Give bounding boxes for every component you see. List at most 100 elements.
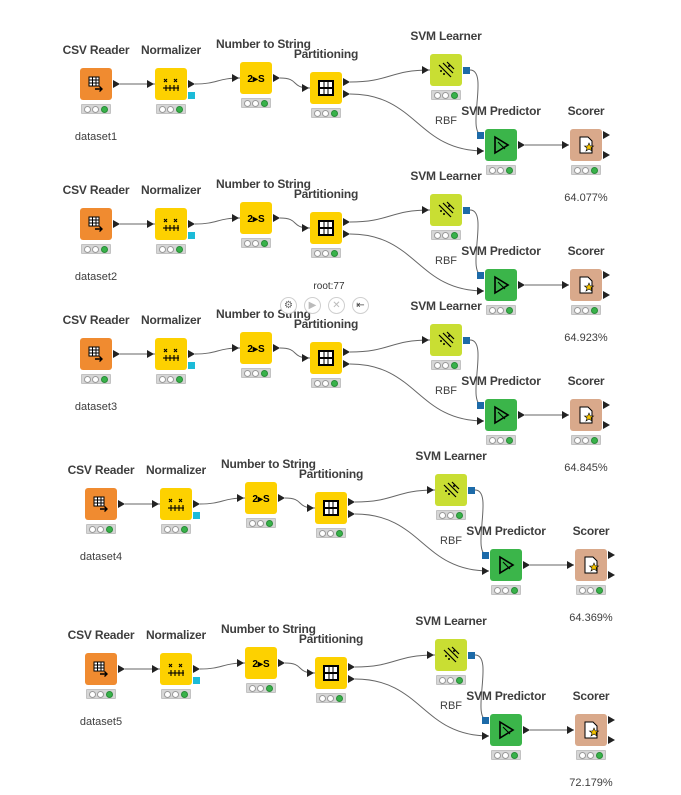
confusion-matrix-out-port[interactable] xyxy=(603,131,610,139)
connection-partitioning-svm-learner[interactable] xyxy=(349,69,431,83)
connection-number-to-string-partitioning[interactable] xyxy=(279,347,311,359)
data-out-port[interactable] xyxy=(273,74,280,82)
csv-reader-node[interactable]: CSV Reader dataset3 xyxy=(63,313,130,413)
model-out-port[interactable] xyxy=(463,67,470,74)
model-in-port[interactable] xyxy=(482,717,489,724)
scorer-icon[interactable] xyxy=(575,549,607,581)
svm-learner-icon[interactable] xyxy=(430,194,462,226)
partitioning-node[interactable]: Partitioning xyxy=(299,467,363,538)
svm-predictor-icon[interactable] xyxy=(490,549,522,581)
number-to-string-node[interactable]: Number to String 2▸S xyxy=(216,177,311,248)
data-out-port[interactable] xyxy=(193,500,200,508)
csv-reader-icon[interactable] xyxy=(80,68,112,100)
normalizer-icon[interactable] xyxy=(160,488,192,520)
svm-learner-icon[interactable] xyxy=(435,639,467,671)
partitioning-node[interactable]: Partitioning xyxy=(294,47,358,118)
svm-learner-icon[interactable] xyxy=(430,324,462,356)
csv-reader-node[interactable]: CSV Reader dataset5 xyxy=(68,628,135,728)
svm-predictor-node[interactable]: SVM Predictor xyxy=(461,104,541,175)
csv-reader-icon[interactable] xyxy=(85,488,117,520)
svm-predictor-icon[interactable] xyxy=(485,269,517,301)
scorer-icon[interactable] xyxy=(570,399,602,431)
data-in-port[interactable] xyxy=(477,147,484,155)
normalizer-model-port[interactable] xyxy=(193,512,200,519)
partitioning-node[interactable]: Partitioning xyxy=(294,187,358,258)
execute-button[interactable]: ▶ xyxy=(304,297,321,314)
data-out-port[interactable] xyxy=(523,561,530,569)
normalizer-icon[interactable] xyxy=(155,338,187,370)
second-partition-out-port[interactable] xyxy=(343,230,350,238)
scorer-node[interactable]: Scorer 64.845% xyxy=(562,374,610,474)
model-out-port[interactable] xyxy=(468,487,475,494)
first-partition-out-port[interactable] xyxy=(348,663,355,671)
svm-learner-node[interactable]: SVM Learner RBF xyxy=(410,169,481,267)
svm-learner-node[interactable]: SVM Learner RBF xyxy=(415,449,486,547)
scorer-node[interactable]: Scorer 64.077% xyxy=(562,104,610,204)
number-to-string-node[interactable]: Number to String 2▸S xyxy=(221,457,316,528)
connection-normalizer-number-to-string[interactable] xyxy=(199,662,246,670)
connection-partitioning-svm-learner[interactable] xyxy=(349,339,431,353)
svm-predictor-node[interactable]: SVM Predictor xyxy=(466,524,546,595)
partitioning-icon[interactable] xyxy=(310,212,342,244)
csv-reader-node[interactable]: CSV Reader dataset2 xyxy=(63,183,130,283)
data-in-port[interactable] xyxy=(477,417,484,425)
connection-number-to-string-partitioning[interactable] xyxy=(279,77,311,89)
svm-predictor-node[interactable]: SVM Predictor xyxy=(466,689,546,760)
accuracy-out-port[interactable] xyxy=(603,291,610,299)
svm-predictor-icon[interactable] xyxy=(485,399,517,431)
partitioning-icon[interactable] xyxy=(310,72,342,104)
partitioning-icon[interactable] xyxy=(310,342,342,374)
configure-button[interactable]: ⚙ xyxy=(280,297,297,314)
accuracy-out-port[interactable] xyxy=(608,736,615,744)
first-partition-out-port[interactable] xyxy=(343,78,350,86)
confusion-matrix-out-port[interactable] xyxy=(608,551,615,559)
number-to-string-node[interactable]: Number to String 2▸S xyxy=(221,622,316,693)
second-partition-out-port[interactable] xyxy=(348,675,355,683)
number-to-string-node[interactable]: Number to String 2▸S xyxy=(216,37,311,108)
svm-learner-icon[interactable] xyxy=(430,54,462,86)
data-out-port[interactable] xyxy=(523,726,530,734)
normalizer-icon[interactable] xyxy=(155,68,187,100)
scorer-icon[interactable] xyxy=(570,129,602,161)
data-in-port[interactable] xyxy=(567,561,574,569)
confusion-matrix-out-port[interactable] xyxy=(603,401,610,409)
number-to-string-icon[interactable]: 2▸S xyxy=(240,332,272,364)
data-out-port[interactable] xyxy=(113,350,120,358)
model-in-port[interactable] xyxy=(477,132,484,139)
scorer-icon[interactable] xyxy=(575,714,607,746)
reset-button[interactable]: ⇤ xyxy=(352,297,369,314)
number-to-string-icon[interactable]: 2▸S xyxy=(240,202,272,234)
second-partition-out-port[interactable] xyxy=(343,90,350,98)
data-out-port[interactable] xyxy=(193,665,200,673)
svm-learner-node[interactable]: SVM Learner RBF xyxy=(410,29,481,127)
svm-learner-icon[interactable] xyxy=(435,474,467,506)
data-out-port[interactable] xyxy=(518,141,525,149)
number-to-string-icon[interactable]: 2▸S xyxy=(245,647,277,679)
data-in-port[interactable] xyxy=(482,567,489,575)
connection-partitioning-svm-learner[interactable] xyxy=(349,209,431,223)
connection-normalizer-number-to-string[interactable] xyxy=(194,77,241,85)
svm-predictor-icon[interactable] xyxy=(485,129,517,161)
data-out-port[interactable] xyxy=(518,281,525,289)
number-to-string-icon[interactable]: 2▸S xyxy=(240,62,272,94)
accuracy-out-port[interactable] xyxy=(603,421,610,429)
model-in-port[interactable] xyxy=(477,272,484,279)
normalizer-node[interactable]: Normalizer xyxy=(141,183,201,254)
first-partition-out-port[interactable] xyxy=(343,218,350,226)
scorer-node[interactable]: Scorer 72.179% xyxy=(567,689,615,789)
svm-learner-node[interactable]: SVM Learner RBF xyxy=(415,614,486,712)
scorer-node[interactable]: Scorer 64.369% xyxy=(567,524,615,624)
data-out-port[interactable] xyxy=(188,220,195,228)
first-partition-out-port[interactable] xyxy=(348,498,355,506)
csv-reader-icon[interactable] xyxy=(85,653,117,685)
data-out-port[interactable] xyxy=(278,659,285,667)
data-out-port[interactable] xyxy=(188,350,195,358)
connection-number-to-string-partitioning[interactable] xyxy=(284,497,316,509)
model-out-port[interactable] xyxy=(463,207,470,214)
data-out-port[interactable] xyxy=(188,80,195,88)
csv-reader-node[interactable]: CSV Reader dataset4 xyxy=(68,463,135,563)
connection-number-to-string-partitioning[interactable] xyxy=(284,662,316,674)
data-in-port[interactable] xyxy=(562,141,569,149)
normalizer-node[interactable]: Normalizer xyxy=(141,313,201,384)
